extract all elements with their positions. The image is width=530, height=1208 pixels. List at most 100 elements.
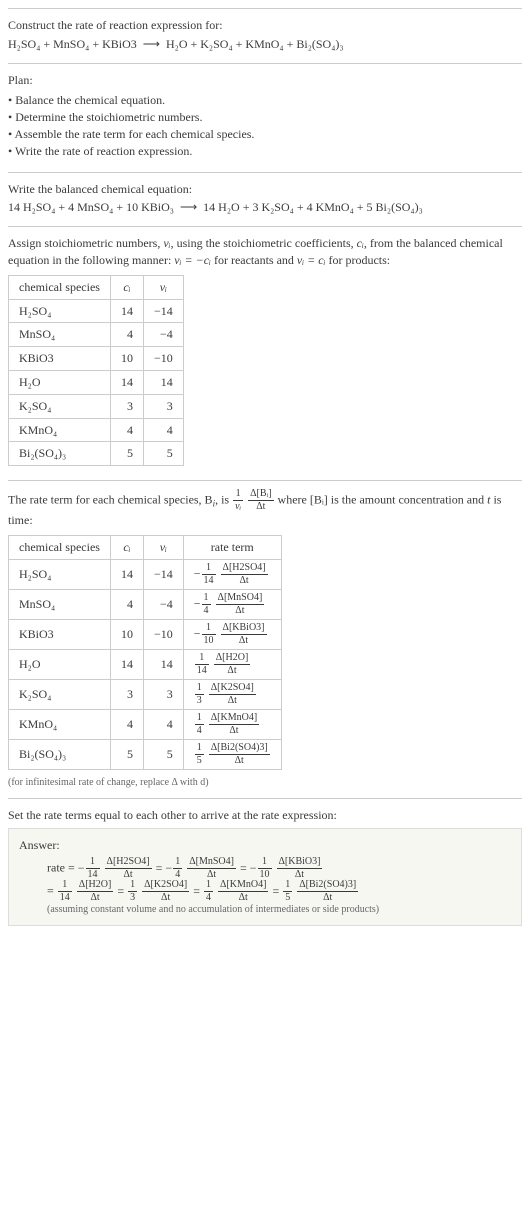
bal-lhs: 14 H₂SO₄ + 4 MnSO₄ + 10 KBiO₃: [8, 200, 174, 214]
col-ci: cᵢ: [110, 275, 143, 299]
cell-nu: 14: [143, 370, 183, 394]
table-header-row: chemical species cᵢ νᵢ: [9, 275, 184, 299]
one-over-nu: 1νᵢ: [233, 489, 243, 512]
col-species: chemical species: [9, 275, 111, 299]
cell-species: K₂SO₄: [9, 679, 111, 709]
cell-species: H₂O: [9, 370, 111, 394]
plan-list: Balance the chemical equation. Determine…: [8, 92, 522, 159]
cell-species: KBiO3: [9, 619, 111, 649]
cell-species: KMnO₄: [9, 709, 111, 739]
final-intro: Set the rate terms equal to each other t…: [8, 807, 522, 824]
cell-nu: 3: [143, 394, 183, 418]
cell-species: Bi₂(SO₄)₃: [9, 442, 111, 466]
table-row: K₂SO₄ 3 3 13 Δ[K2SO4]Δt: [9, 679, 282, 709]
cell-ci: 5: [110, 442, 143, 466]
cell-ci: 10: [110, 347, 143, 371]
eq-arrow: ⟶: [143, 37, 160, 51]
table-row: Bi₂(SO₄)₃ 5 5: [9, 442, 184, 466]
cell-nu: −4: [143, 589, 183, 619]
cell-ci: 10: [110, 619, 143, 649]
cell-ci: 14: [110, 649, 143, 679]
cell-species: H₂SO₄: [9, 559, 111, 589]
cell-species: KBiO3: [9, 347, 111, 371]
table-row: KMnO₄ 4 4 14 Δ[KMnO4]Δt: [9, 709, 282, 739]
cont-eq: =: [47, 884, 57, 898]
cell-nu: 3: [143, 679, 183, 709]
col-nu: νᵢ: [143, 535, 183, 559]
cell-ci: 4: [110, 589, 143, 619]
table-row: H₂SO₄ 14 −14: [9, 299, 184, 323]
balanced-equation: 14 H₂SO₄ + 4 MnSO₄ + 10 KBiO₃ ⟶ 14 H₂O +…: [8, 199, 522, 216]
balanced-section: Write the balanced chemical equation: 14…: [8, 172, 522, 227]
table-header-row: chemical species cᵢ νᵢ rate term: [9, 535, 282, 559]
cell-ci: 14: [110, 559, 143, 589]
rate-word: rate =: [47, 861, 78, 875]
bal-rhs: 14 H₂O + 3 K₂SO₄ + 4 KMnO₄ + 5 Bi₂(SO₄)₃: [203, 200, 423, 214]
cell-rate: 114 Δ[H2O]Δt: [183, 649, 281, 679]
col-nu: νᵢ: [143, 275, 183, 299]
rate-line2: = 114 Δ[H2O]Δt = 13 Δ[K2SO4]Δt = 14 Δ[KM…: [47, 880, 511, 903]
rate-expression: rate = −114 Δ[H2SO4]Δt = −14 Δ[MnSO4]Δt …: [19, 857, 511, 903]
cell-nu: −10: [143, 619, 183, 649]
table-row: K₂SO₄ 3 3: [9, 394, 184, 418]
cell-nu: −14: [143, 559, 183, 589]
cell-species: K₂SO₄: [9, 394, 111, 418]
cell-species: KMnO₄: [9, 418, 111, 442]
cell-nu: 4: [143, 418, 183, 442]
stoich-table: chemical species cᵢ νᵢ H₂SO₄ 14 −14MnSO₄…: [8, 275, 184, 466]
infinitesimal-note: (for infinitesimal rate of change, repla…: [8, 776, 522, 790]
cell-ci: 4: [110, 709, 143, 739]
prompt-text: Construct the rate of reaction expressio…: [8, 17, 522, 34]
cell-ci: 3: [110, 679, 143, 709]
cell-ci: 4: [110, 323, 143, 347]
plan-section: Plan: Balance the chemical equation. Det…: [8, 63, 522, 172]
dBi-over-dt: Δ[Bᵢ]Δt: [248, 489, 273, 512]
cell-nu: −10: [143, 347, 183, 371]
cell-species: Bi₂(SO₄)₃: [9, 739, 111, 769]
cell-rate: −114 Δ[H2SO4]Δt: [183, 559, 281, 589]
assumption-note: (assuming constant volume and no accumul…: [19, 903, 511, 917]
answer-box: Answer: rate = −114 Δ[H2SO4]Δt = −14 Δ[M…: [8, 828, 522, 927]
cell-nu: −4: [143, 323, 183, 347]
table-row: KMnO₄ 4 4: [9, 418, 184, 442]
eq-rhs: H₂O + K₂SO₄ + KMnO₄ + Bi₂(SO₄)₃: [166, 37, 344, 51]
cell-nu: −14: [143, 299, 183, 323]
table-row: H₂O 14 14 114 Δ[H2O]Δt: [9, 649, 282, 679]
plan-item: Balance the chemical equation.: [8, 92, 522, 109]
col-rate: rate term: [183, 535, 281, 559]
cell-ci: 4: [110, 418, 143, 442]
table-row: MnSO₄ 4 −4 −14 Δ[MnSO4]Δt: [9, 589, 282, 619]
unbalanced-equation: H₂SO₄ + MnSO₄ + KBiO3 ⟶ H₂O + K₂SO₄ + KM…: [8, 36, 522, 53]
cell-nu: 5: [143, 739, 183, 769]
cell-species: H₂SO₄: [9, 299, 111, 323]
cell-rate: −110 Δ[KBiO3]Δt: [183, 619, 281, 649]
table-row: KBiO3 10 −10: [9, 347, 184, 371]
cell-nu: 4: [143, 709, 183, 739]
eq-lhs: H₂SO₄ + MnSO₄ + KBiO3: [8, 37, 137, 51]
rate-line1: rate = −114 Δ[H2SO4]Δt = −14 Δ[MnSO4]Δt …: [47, 857, 511, 880]
plan-label: Plan:: [8, 72, 522, 89]
table-row: H₂O 14 14: [9, 370, 184, 394]
balanced-label: Write the balanced chemical equation:: [8, 181, 522, 198]
cell-rate: −14 Δ[MnSO4]Δt: [183, 589, 281, 619]
cell-species: MnSO₄: [9, 589, 111, 619]
cell-ci: 14: [110, 370, 143, 394]
plan-item: Assemble the rate term for each chemical…: [8, 126, 522, 143]
table-row: MnSO₄ 4 −4: [9, 323, 184, 347]
cell-species: H₂O: [9, 649, 111, 679]
plan-item: Determine the stoichiometric numbers.: [8, 109, 522, 126]
final-section: Set the rate terms equal to each other t…: [8, 798, 522, 935]
cell-rate: 15 Δ[Bi2(SO4)3]Δt: [183, 739, 281, 769]
cell-nu: 14: [143, 649, 183, 679]
stoich-section: Assign stoichiometric numbers, νᵢ, using…: [8, 226, 522, 480]
header-section: Construct the rate of reaction expressio…: [8, 8, 522, 63]
col-species: chemical species: [9, 535, 111, 559]
rateterm-section: The rate term for each chemical species,…: [8, 480, 522, 798]
col-ci: cᵢ: [110, 535, 143, 559]
cell-nu: 5: [143, 442, 183, 466]
table-row: KBiO3 10 −10 −110 Δ[KBiO3]Δt: [9, 619, 282, 649]
cell-rate: 13 Δ[K2SO4]Δt: [183, 679, 281, 709]
cell-ci: 5: [110, 739, 143, 769]
table-row: H₂SO₄ 14 −14 −114 Δ[H2SO4]Δt: [9, 559, 282, 589]
bal-arrow: ⟶: [180, 200, 197, 214]
